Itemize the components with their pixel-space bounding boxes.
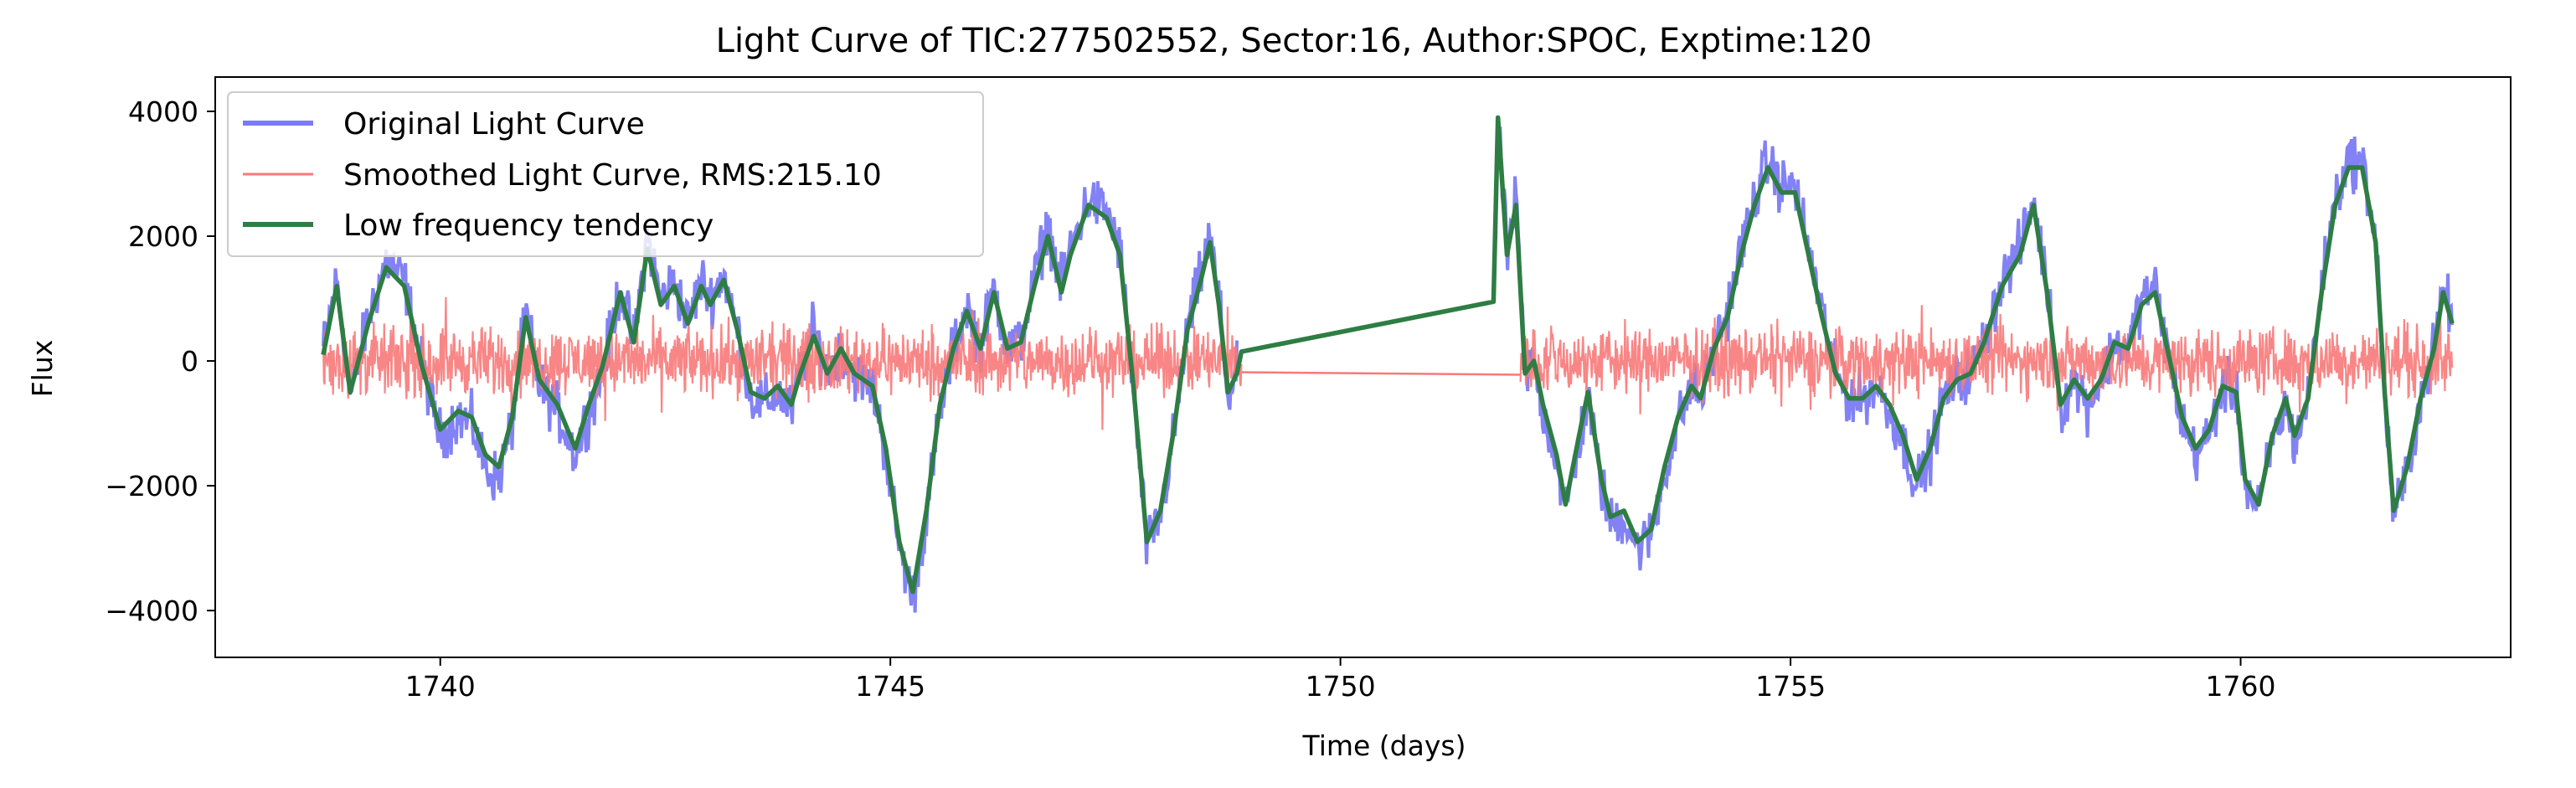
y-tick-label: 0 <box>181 345 198 378</box>
x-tick-label: 1755 <box>1755 670 1826 703</box>
y-tick-label: −4000 <box>105 595 198 627</box>
plot-area <box>321 115 2455 613</box>
series-low-frequency <box>321 115 2455 595</box>
x-axis-label: Time (days) <box>1302 729 1466 762</box>
legend-box <box>227 91 984 257</box>
y-tick-label: −2000 <box>105 470 198 502</box>
legend-label-original: Original Light Curve <box>343 107 645 142</box>
x-axis: 1740 1745 1750 1755 1760 <box>405 657 2276 703</box>
y-axis: −4000 −2000 0 2000 4000 <box>105 95 215 627</box>
x-tick-label: 1760 <box>2206 670 2276 703</box>
x-tick-label: 1745 <box>855 670 925 703</box>
legend-label-smoothed: Smoothed Light Curve, RMS:215.10 <box>343 158 882 193</box>
chart-title: Light Curve of TIC:277502552, Sector:16,… <box>716 22 1873 60</box>
x-tick-label: 1740 <box>405 670 476 703</box>
series-smoothed-gap-line <box>1241 371 1521 376</box>
series-original-segment-1 <box>322 181 1239 613</box>
legend: Original Light Curve Smoothed Light Curv… <box>227 91 984 257</box>
y-axis-label: Flux <box>26 340 59 398</box>
x-tick-label: 1750 <box>1306 670 1376 703</box>
y-tick-label: 2000 <box>128 220 198 253</box>
y-tick-label: 4000 <box>128 95 198 128</box>
series-smoothed-segment-1 <box>322 296 1243 430</box>
series-smoothed-segment-2 <box>1519 296 2454 415</box>
legend-label-low-frequency: Low frequency tendency <box>343 209 714 243</box>
axes-frame <box>214 76 2512 658</box>
